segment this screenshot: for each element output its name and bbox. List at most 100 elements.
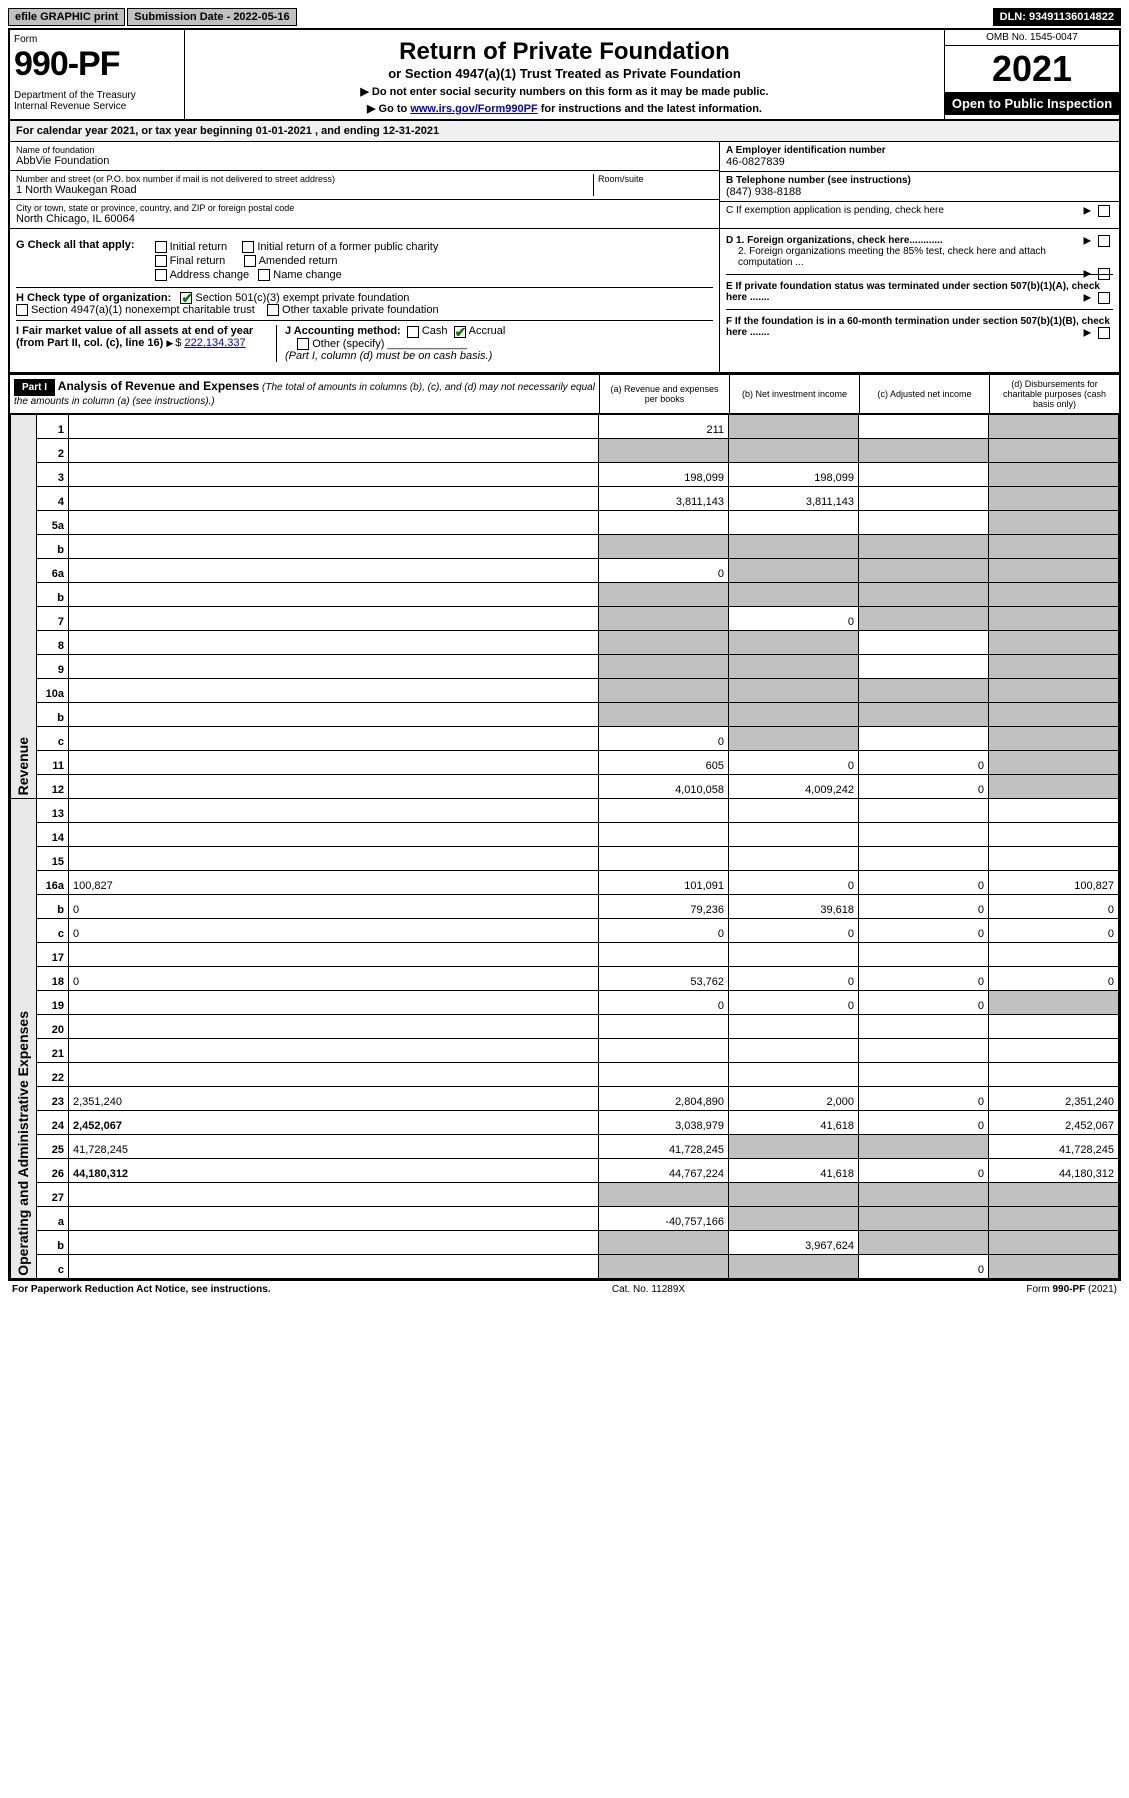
- row-desc: [69, 1206, 599, 1230]
- d2-checkbox[interactable]: [1098, 268, 1110, 280]
- h-label: H Check type of organization:: [16, 292, 171, 304]
- cell-d: [989, 798, 1119, 822]
- g-initial-former-checkbox[interactable]: [242, 241, 254, 253]
- cell-a: [599, 1182, 729, 1206]
- row-number: 2: [37, 438, 69, 462]
- j-cash-checkbox[interactable]: [407, 326, 419, 338]
- d1-label: D 1. Foreign organizations, check here..…: [726, 235, 943, 246]
- note-post: for instructions and the latest informat…: [538, 103, 762, 115]
- h-501c3-checkbox[interactable]: [180, 292, 192, 304]
- row-number: 25: [37, 1134, 69, 1158]
- footer-year: 2021: [1091, 1284, 1113, 1295]
- row-number: 22: [37, 1062, 69, 1086]
- cell-a: [599, 534, 729, 558]
- cell-d: 0: [989, 918, 1119, 942]
- row-number: 8: [37, 630, 69, 654]
- h-4947-checkbox[interactable]: [16, 304, 28, 316]
- table-row: 16a100,827101,09100100,827: [11, 870, 1119, 894]
- cell-b: [729, 798, 859, 822]
- cell-d: [989, 510, 1119, 534]
- g-opt-3: Amended return: [259, 255, 338, 267]
- g-opt-0: Initial return: [170, 241, 227, 253]
- cell-d: [989, 462, 1119, 486]
- g-label: G Check all that apply:: [16, 239, 135, 283]
- row-desc: 100,827: [69, 870, 599, 894]
- footer-mid: Cat. No. 11289X: [612, 1284, 685, 1295]
- row-desc: 2,452,067: [69, 1110, 599, 1134]
- cell-d: [989, 534, 1119, 558]
- cell-b: [729, 1038, 859, 1062]
- i-value[interactable]: 222,134,337: [184, 337, 245, 349]
- cell-d: [989, 750, 1119, 774]
- part1-title: Analysis of Revenue and Expenses: [58, 379, 259, 393]
- irs-link[interactable]: www.irs.gov/Form990PF: [410, 103, 537, 115]
- cell-d: 44,180,312: [989, 1158, 1119, 1182]
- cell-b: [729, 414, 859, 438]
- row-number: 24: [37, 1110, 69, 1134]
- cell-d: [989, 1182, 1119, 1206]
- cell-d: [989, 846, 1119, 870]
- city-value: North Chicago, IL 60064: [16, 213, 713, 225]
- g-initial-checkbox[interactable]: [155, 241, 167, 253]
- table-row: 1160500: [11, 750, 1119, 774]
- row-number: 1: [37, 414, 69, 438]
- cell-c: 0: [859, 966, 989, 990]
- cell-d: [989, 414, 1119, 438]
- cell-c: 0: [859, 774, 989, 798]
- cell-c: [859, 654, 989, 678]
- g-address-checkbox[interactable]: [155, 269, 167, 281]
- cell-c: 0: [859, 750, 989, 774]
- c-label: C If exemption application is pending, c…: [726, 205, 944, 216]
- j-other-checkbox[interactable]: [297, 338, 309, 350]
- row-number: b: [37, 702, 69, 726]
- d1-checkbox[interactable]: [1098, 235, 1110, 247]
- cell-a: 2,804,890: [599, 1086, 729, 1110]
- row-desc: 0: [69, 966, 599, 990]
- cell-c: [859, 1206, 989, 1230]
- dln-label: DLN: 93491136014822: [993, 8, 1121, 26]
- g-amended-checkbox[interactable]: [244, 255, 256, 267]
- j-note: (Part I, column (d) must be on cash basi…: [285, 350, 492, 362]
- row-desc: [69, 1038, 599, 1062]
- table-row: 2644,180,31244,767,22441,618044,180,312: [11, 1158, 1119, 1182]
- cell-a: [599, 822, 729, 846]
- g-name-checkbox[interactable]: [258, 269, 270, 281]
- cell-b: 0: [729, 870, 859, 894]
- cell-b: 4,009,242: [729, 774, 859, 798]
- row-number: 15: [37, 846, 69, 870]
- city-label: City or town, state or province, country…: [16, 203, 713, 213]
- cell-a: [599, 678, 729, 702]
- e-checkbox[interactable]: [1098, 292, 1110, 304]
- cell-c: [859, 486, 989, 510]
- cell-d: 41,728,245: [989, 1134, 1119, 1158]
- table-row: 8: [11, 630, 1119, 654]
- c-checkbox[interactable]: [1098, 205, 1110, 217]
- footer-right: Form 990-PF (2021): [1026, 1284, 1117, 1295]
- g-opt-2: Final return: [170, 255, 226, 267]
- cell-a: 101,091: [599, 870, 729, 894]
- h-opt-2: Section 4947(a)(1) nonexempt charitable …: [31, 304, 255, 316]
- j-accrual-checkbox[interactable]: [454, 326, 466, 338]
- name-label: Name of foundation: [16, 145, 713, 155]
- cell-d: [989, 726, 1119, 750]
- row-number: 16a: [37, 870, 69, 894]
- h-other-checkbox[interactable]: [267, 304, 279, 316]
- cell-a: [599, 1254, 729, 1278]
- cell-c: 0: [859, 1110, 989, 1134]
- f-checkbox[interactable]: [1098, 327, 1110, 339]
- g-final-checkbox[interactable]: [155, 255, 167, 267]
- table-row: 232,351,2402,804,8902,00002,351,240: [11, 1086, 1119, 1110]
- table-row: 22: [11, 1062, 1119, 1086]
- table-row: 15: [11, 846, 1119, 870]
- row-desc: [69, 510, 599, 534]
- row-desc: [69, 942, 599, 966]
- cell-c: [859, 1230, 989, 1254]
- row-desc: 0: [69, 918, 599, 942]
- table-row: 17: [11, 942, 1119, 966]
- cell-a: 44,767,224: [599, 1158, 729, 1182]
- table-row: b: [11, 702, 1119, 726]
- footer-left: For Paperwork Reduction Act Notice, see …: [12, 1284, 271, 1295]
- cell-c: 0: [859, 894, 989, 918]
- cell-c: [859, 630, 989, 654]
- cell-c: 0: [859, 1254, 989, 1278]
